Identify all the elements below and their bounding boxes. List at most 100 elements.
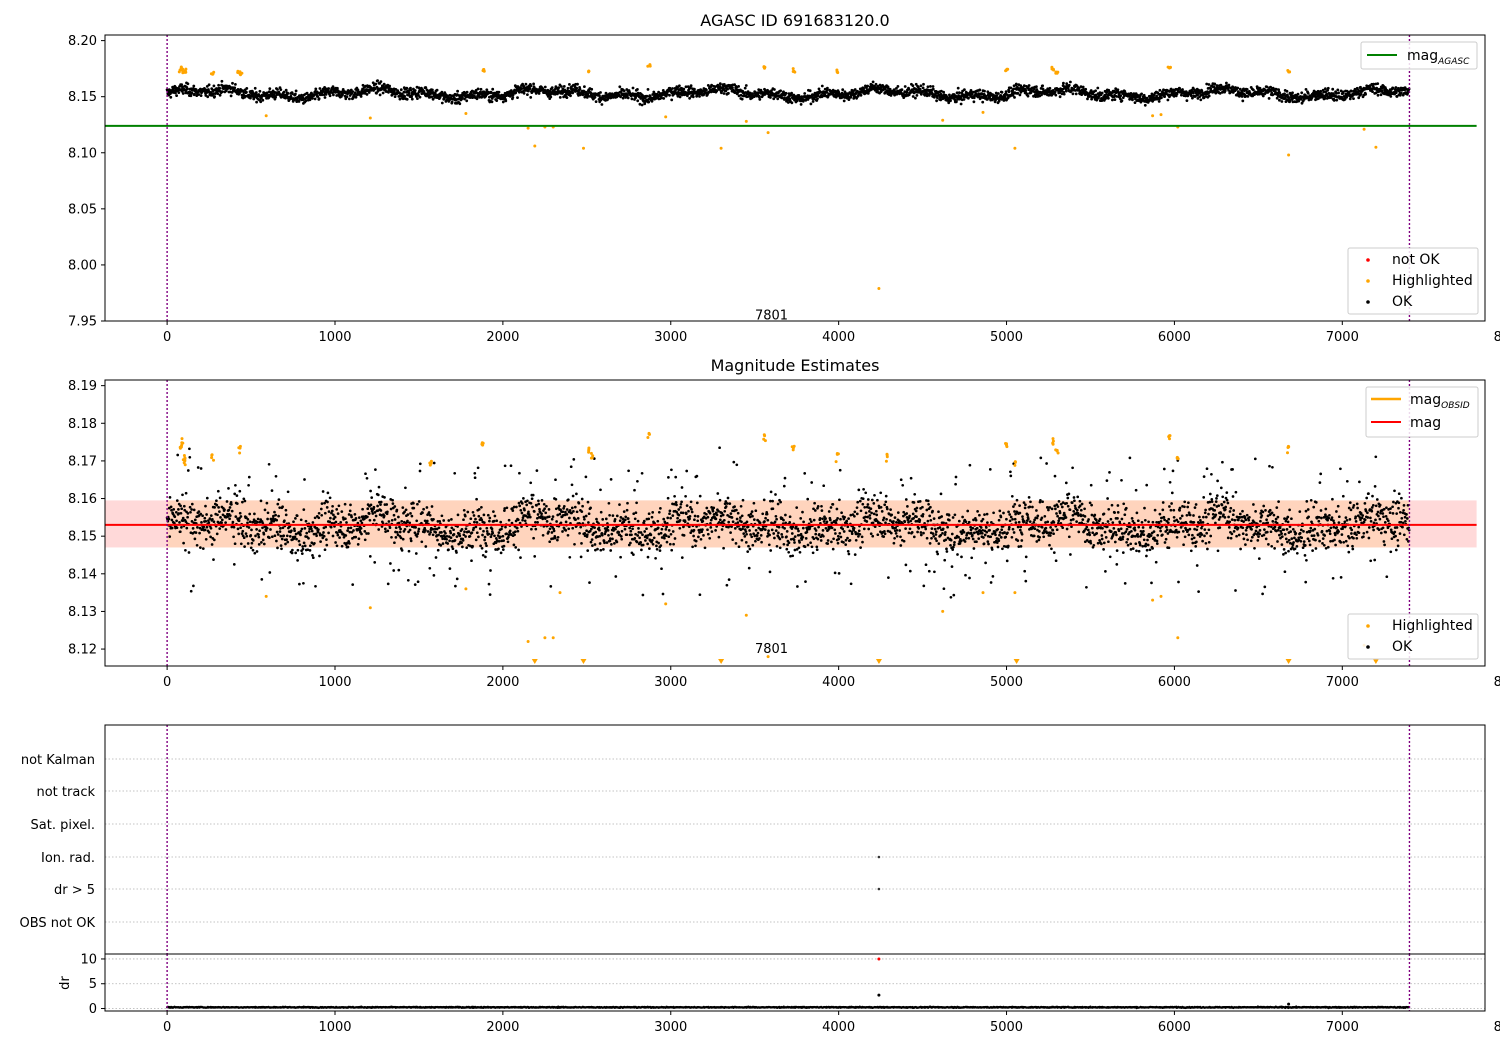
ok-point <box>353 513 357 516</box>
ok-point <box>175 526 179 530</box>
ok-point <box>534 527 538 531</box>
ok-point <box>776 97 780 101</box>
ok-point <box>456 513 460 517</box>
ok-point <box>956 86 960 90</box>
ok-point <box>298 543 302 547</box>
ok-point <box>502 544 506 548</box>
ok-point <box>192 87 195 90</box>
ok-point <box>284 513 288 517</box>
ok-point <box>557 504 561 508</box>
ok-point <box>463 514 467 518</box>
ok-point <box>671 514 675 517</box>
ok-point <box>351 583 355 586</box>
ok-point <box>606 529 610 532</box>
ok-point <box>587 521 590 524</box>
ok-point <box>413 531 417 535</box>
ok-point <box>630 97 634 101</box>
ok-point <box>448 539 451 543</box>
ok-point <box>635 501 638 505</box>
ok-point <box>698 95 701 98</box>
ok-point <box>659 507 662 510</box>
x-tick-label: 3000 <box>654 330 687 345</box>
ok-point <box>1120 99 1124 103</box>
ok-point <box>666 496 670 500</box>
ok-point <box>578 87 582 91</box>
ok-point <box>1065 82 1069 86</box>
ok-point <box>406 519 409 523</box>
ok-point <box>599 91 602 94</box>
ok-point <box>473 471 477 475</box>
ok-point <box>504 525 507 529</box>
y-tick-label: 8.00 <box>68 258 97 273</box>
ok-point <box>684 494 687 498</box>
ok-point <box>672 542 675 546</box>
ok-point <box>368 518 372 522</box>
ok-point <box>623 518 627 522</box>
ok-point <box>186 469 190 472</box>
ok-point <box>227 487 230 490</box>
ok-point <box>254 534 257 538</box>
ok-point <box>453 539 457 542</box>
ok-point <box>532 82 535 86</box>
ok-point <box>671 87 674 90</box>
ok-point <box>1324 87 1327 91</box>
ok-point <box>431 97 435 101</box>
ok-point <box>962 98 966 101</box>
ok-point <box>540 499 544 502</box>
ok-point <box>377 528 381 531</box>
ok-point <box>448 567 452 570</box>
ok-point <box>476 466 480 470</box>
ok-point <box>376 493 380 497</box>
ok-point <box>274 95 277 99</box>
ok-point <box>275 539 278 543</box>
ok-point <box>681 511 685 515</box>
panel-agasc-point-legend: not OK Highlighted OK <box>1347 247 1479 315</box>
ok-point <box>1140 92 1143 96</box>
ok-point <box>293 529 296 533</box>
ok-point <box>385 503 389 506</box>
ok-point <box>573 542 576 546</box>
ok-point <box>389 562 392 565</box>
ok-point <box>430 95 434 99</box>
ok-point <box>296 559 299 562</box>
ok-point <box>301 547 305 551</box>
ok-point <box>277 514 280 518</box>
ok-point <box>591 544 594 547</box>
ok-point <box>315 534 318 538</box>
ok-point <box>336 533 340 537</box>
ok-point <box>620 537 624 541</box>
ok-point <box>650 99 654 103</box>
ok-point <box>238 489 242 493</box>
ok-point <box>488 519 491 523</box>
ok-point <box>463 97 466 101</box>
ok-point <box>262 532 266 536</box>
ok-point <box>1009 86 1013 90</box>
ok-point <box>1337 91 1340 95</box>
ok-point <box>241 529 245 533</box>
ok-point <box>482 521 486 524</box>
ok-point <box>201 547 205 550</box>
y-tick-label: 8.15 <box>68 90 97 105</box>
ok-point <box>174 510 178 514</box>
x-tick-label: 8000 <box>1494 330 1500 345</box>
ok-point <box>569 94 572 98</box>
ok-point <box>216 513 219 517</box>
ok-point <box>731 86 734 89</box>
ok-point <box>1026 94 1030 98</box>
ok-point <box>398 97 402 101</box>
ok-point <box>199 467 203 470</box>
ok-point <box>284 542 287 546</box>
ok-point <box>451 547 455 551</box>
highlighted-point <box>1374 145 1378 149</box>
ok-point <box>528 515 532 519</box>
highlighted-point <box>211 72 215 76</box>
ok-point <box>619 95 622 99</box>
ok-point <box>1069 80 1072 84</box>
ok-point <box>931 87 935 91</box>
ok-point <box>250 528 253 532</box>
ok-point <box>309 544 312 548</box>
ok-point <box>249 546 253 550</box>
ok-point <box>323 511 327 515</box>
highlighted-point <box>1151 114 1155 118</box>
ok-point <box>344 517 347 521</box>
